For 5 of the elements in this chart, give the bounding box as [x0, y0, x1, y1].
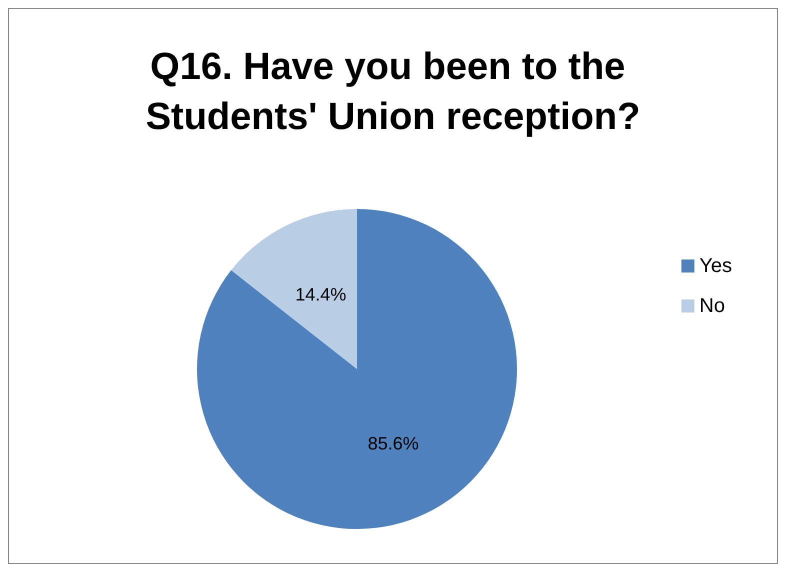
chart-title: Q16. Have you been to the Students' Union reception?: [146, 46, 640, 138]
data-label: 14.4%: [295, 284, 346, 304]
legend-label: Yes: [699, 255, 732, 277]
legend-label: No: [699, 295, 725, 317]
data-label: 85.6%: [368, 434, 419, 454]
